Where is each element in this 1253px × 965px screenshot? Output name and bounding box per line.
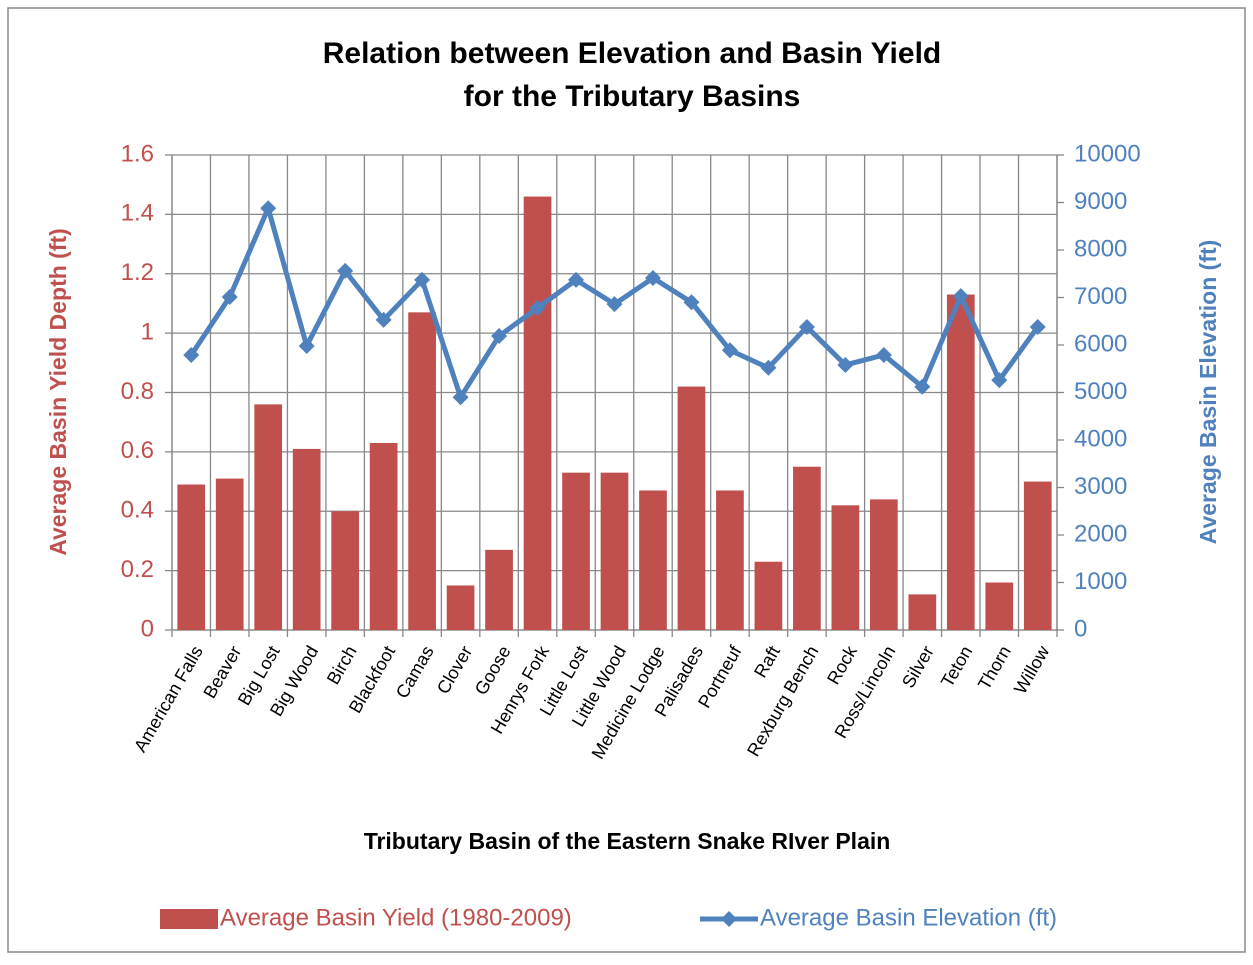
line-marker [183,346,200,363]
y2-tick-label: 5000 [1074,378,1127,405]
y2-tick-label: 3000 [1074,473,1127,500]
y2-tick-label: 10000 [1074,140,1141,167]
line-marker [414,271,431,288]
y2-tick-label: 7000 [1074,283,1127,310]
bar [446,585,475,630]
line-marker [875,346,892,363]
bar [562,472,590,630]
y2-tick-label: 6000 [1074,330,1127,357]
y2-axis-label: Average Basin Elevation (ft) [1195,240,1221,545]
y2-tick-label: 1000 [1074,568,1127,595]
line-marker [529,299,546,316]
line-marker [452,389,469,406]
line-marker [375,311,392,328]
bar [793,466,821,630]
line-marker [298,337,315,354]
legend-label: Average Basin Elevation (ft) [760,904,1057,931]
legend-marker [721,911,737,927]
line-marker [491,327,508,344]
legend-label: Average Basin Yield (1980-2009) [220,904,572,931]
y2-tick-label: 2000 [1074,520,1127,547]
line-marker [952,288,969,305]
line-marker [260,200,277,217]
line-marker [221,289,238,306]
line-marker [644,270,661,287]
y2-tick-label: 4000 [1074,425,1127,452]
bar [831,505,860,630]
line-marker [337,262,354,279]
y-tick-label: 1.4 [121,200,154,227]
y-tick-label: 1.6 [121,140,154,167]
y-tick-label: 0.4 [121,497,154,524]
bar [292,448,321,630]
x-axis-label: Tributary Basin of the Eastern Snake RIv… [364,828,891,854]
y-tick-label: 0.2 [121,556,154,583]
line-marker [721,342,738,359]
bar [639,490,667,630]
bar [369,442,398,630]
y2-tick-label: 8000 [1074,235,1127,262]
bar [331,511,360,630]
y-tick-label: 0.8 [121,378,154,405]
bar [600,472,629,630]
y2-tick-label: 9000 [1074,188,1127,215]
line-marker [914,378,931,395]
y-axis-label: Average Basin Yield Depth (ft) [45,228,71,556]
line-marker [1029,318,1046,335]
bar [985,582,1014,630]
y-tick-label: 0.6 [121,437,154,464]
chart-title: for the Tributary Basins [464,80,801,113]
bar [869,499,898,630]
line-marker [991,372,1008,389]
line-marker [683,294,700,311]
bar [177,484,206,630]
bar [1023,481,1052,630]
bar [254,404,283,630]
line-marker [568,271,585,288]
line-marker [798,318,815,335]
bar [677,386,706,630]
legend-swatch [160,909,218,929]
y2-tick-label: 0 [1074,615,1087,642]
bar [408,312,436,630]
y-tick-label: 1.2 [121,259,154,286]
bar [716,490,744,630]
bar [946,294,975,630]
bar [485,549,513,630]
line-marker [837,356,854,373]
bar [754,561,783,630]
y-tick-label: 0 [141,615,154,642]
chart-title: Relation between Elevation and Basin Yie… [323,37,942,70]
bar [908,594,937,630]
bar [523,196,552,630]
line-marker [760,359,777,376]
bar [215,478,244,630]
line-marker [606,296,623,313]
y-tick-label: 1 [141,318,154,345]
